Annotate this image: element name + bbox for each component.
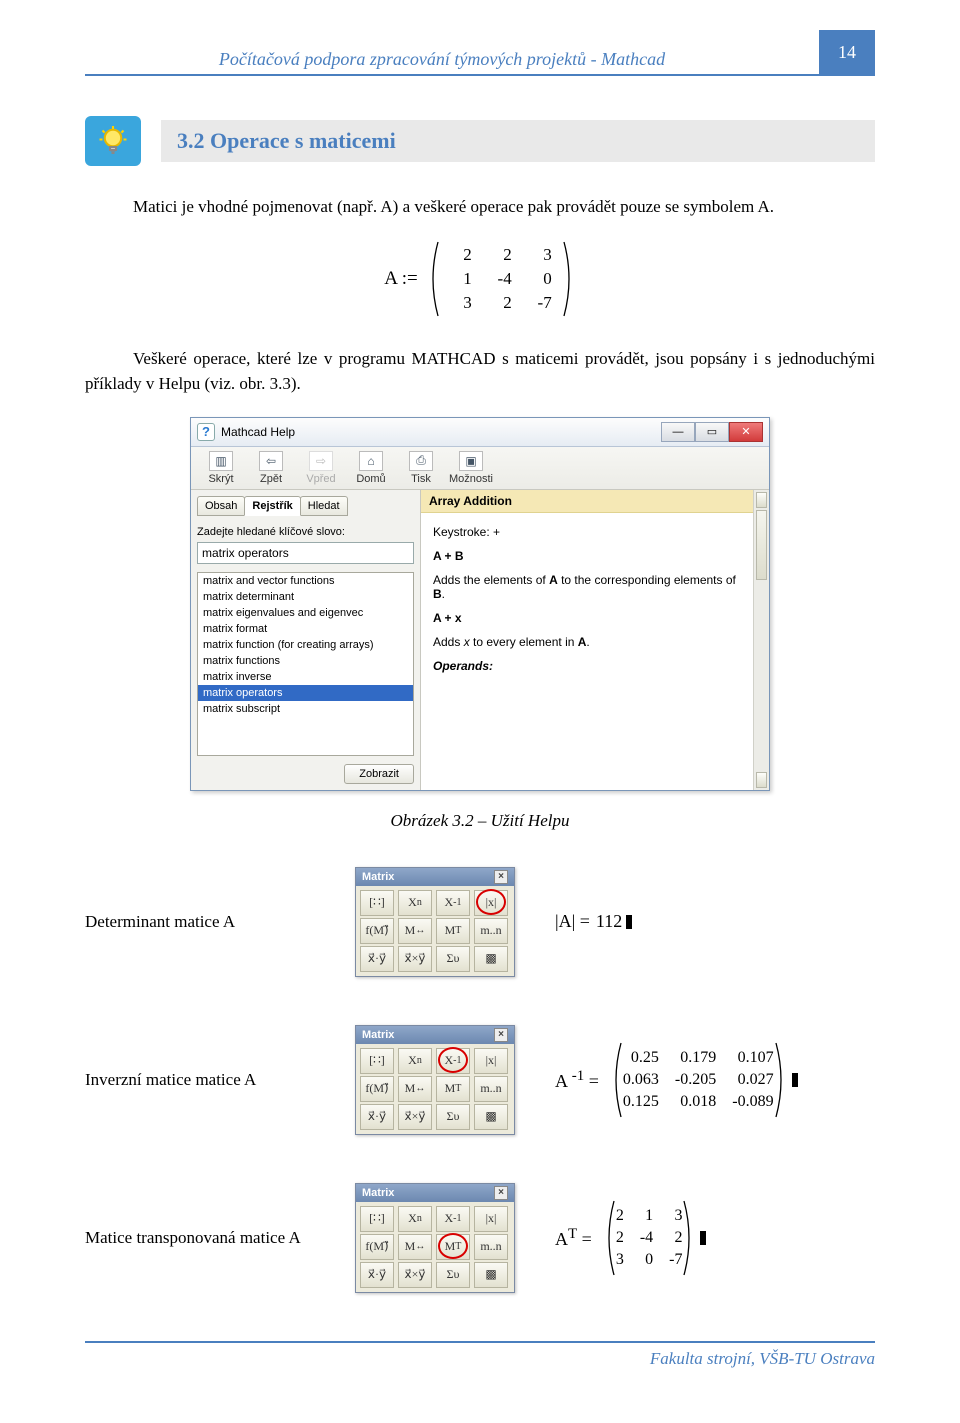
index-item[interactable]: matrix determinant <box>198 589 413 605</box>
search-label: Zadejte hledané klíčové slovo: <box>197 526 414 538</box>
close-button[interactable]: ✕ <box>729 422 763 442</box>
palette-btn-2[interactable]: X-1 <box>436 1206 470 1232</box>
palette-btn-7[interactable]: m..n <box>474 918 508 944</box>
index-item[interactable]: matrix and vector functions <box>198 573 413 589</box>
help-toolbar: ▥Skrýt⇦Zpět⇨Vpřed⌂Domů⎙Tisk▣Možnosti <box>191 447 769 490</box>
palette-btn-6[interactable]: MT <box>436 918 470 944</box>
paragraph-1: Matici je vhodné pojmenovat (např. A) a … <box>85 194 875 220</box>
minimize-button[interactable]: — <box>661 422 695 442</box>
example-label: Determinant matice A <box>85 912 315 932</box>
matrix-definition: A := 2231-4032-7 <box>85 240 875 318</box>
palette-btn-4[interactable]: f(M)⃗ <box>360 918 394 944</box>
palette-btn-11[interactable]: ▩ <box>474 1262 508 1288</box>
lightbulb-icon <box>85 116 141 166</box>
index-list[interactable]: matrix and vector functionsmatrix determ… <box>197 572 414 756</box>
palette-btn-9[interactable]: x⃗×y⃗ <box>398 1262 432 1288</box>
palette-btn-10[interactable]: Συ <box>436 946 470 972</box>
palette-btn-1[interactable]: Xn <box>398 1048 432 1074</box>
toolbar-skrýt[interactable]: ▥Skrýt <box>197 451 245 485</box>
palette-close-icon[interactable]: × <box>494 870 508 884</box>
highlight-circle <box>476 889 506 915</box>
palette-close-icon[interactable]: × <box>494 1186 508 1200</box>
matrix-lhs: A := <box>384 268 417 290</box>
palette-btn-4[interactable]: f(M)⃗ <box>360 1234 394 1260</box>
example-row-1: Inverzní matice matice AMatrix×[∷]XnX-1|… <box>85 1025 875 1135</box>
palette-btn-11[interactable]: ▩ <box>474 1104 508 1130</box>
palette-btn-5[interactable]: M↔ <box>398 1234 432 1260</box>
palette-btn-3[interactable]: |x| <box>474 1048 508 1074</box>
example-label: Inverzní matice matice A <box>85 1070 315 1090</box>
example-label: Matice transponovaná matice A <box>85 1228 315 1248</box>
toolbar-tisk[interactable]: ⎙Tisk <box>397 451 445 485</box>
help-window: ? Mathcad Help — ▭ ✕ ▥Skrýt⇦Zpět⇨Vpřed⌂D… <box>190 417 770 791</box>
palette-btn-0[interactable]: [∷] <box>360 1206 394 1232</box>
help-app-icon: ? <box>197 423 215 441</box>
maximize-button[interactable]: ▭ <box>695 422 729 442</box>
index-item[interactable]: matrix format <box>198 621 413 637</box>
help-tab-rejstřík[interactable]: Rejstřík <box>244 496 300 516</box>
show-button[interactable]: Zobrazit <box>344 764 414 784</box>
palette-btn-2[interactable]: X-1 <box>436 1048 470 1074</box>
search-input[interactable] <box>197 542 414 564</box>
palette-btn-5[interactable]: M↔ <box>398 918 432 944</box>
palette-btn-6[interactable]: MT <box>436 1234 470 1260</box>
palette-btn-10[interactable]: Συ <box>436 1262 470 1288</box>
palette-btn-7[interactable]: m..n <box>474 1076 508 1102</box>
toolbar-domů[interactable]: ⌂Domů <box>347 451 395 485</box>
palette-btn-10[interactable]: Συ <box>436 1104 470 1130</box>
help-content: Array Addition Keystroke: +A + BAdds the… <box>421 490 753 790</box>
example-row-2: Matice transponovaná matice AMatrix×[∷]X… <box>85 1183 875 1293</box>
palette-btn-1[interactable]: Xn <box>398 890 432 916</box>
palette-btn-6[interactable]: MT <box>436 1076 470 1102</box>
index-item[interactable]: matrix operators <box>198 685 413 701</box>
help-title: Mathcad Help <box>221 425 295 439</box>
palette-btn-0[interactable]: [∷] <box>360 890 394 916</box>
help-tab-obsah[interactable]: Obsah <box>197 496 245 516</box>
palette-btn-8[interactable]: x⃗·y⃗ <box>360 1262 394 1288</box>
page-number: 14 <box>819 30 875 74</box>
highlight-circle <box>438 1233 468 1259</box>
palette-btn-2[interactable]: X-1 <box>436 890 470 916</box>
palette-btn-8[interactable]: x⃗·y⃗ <box>360 946 394 972</box>
section-title: 3.2 Operace s maticemi <box>161 120 875 162</box>
palette-btn-8[interactable]: x⃗·y⃗ <box>360 1104 394 1130</box>
palette-close-icon[interactable]: × <box>494 1028 508 1042</box>
help-tab-hledat[interactable]: Hledat <box>300 496 348 516</box>
example-result: AT =2132-4230-7 <box>555 1199 875 1277</box>
palette-btn-3[interactable]: |x| <box>474 1206 508 1232</box>
toolbar-vpřed: ⇨Vpřed <box>297 451 345 485</box>
toolbar-možnosti[interactable]: ▣Možnosti <box>447 451 495 485</box>
palette-btn-9[interactable]: x⃗×y⃗ <box>398 946 432 972</box>
figure-caption: Obrázek 3.2 – Užití Helpu <box>85 811 875 831</box>
help-titlebar[interactable]: ? Mathcad Help — ▭ ✕ <box>191 418 769 447</box>
palette-btn-1[interactable]: Xn <box>398 1206 432 1232</box>
help-heading: Array Addition <box>421 490 753 513</box>
matrix-palette[interactable]: Matrix×[∷]XnX-1|x|f(M)⃗M↔MTm..nx⃗·y⃗x⃗×y… <box>355 867 515 977</box>
palette-btn-5[interactable]: M↔ <box>398 1076 432 1102</box>
example-result: |A| = 112 <box>555 911 875 932</box>
index-item[interactable]: matrix function (for creating arrays) <box>198 637 413 653</box>
palette-btn-3[interactable]: |x| <box>474 890 508 916</box>
index-item[interactable]: matrix inverse <box>198 669 413 685</box>
palette-btn-7[interactable]: m..n <box>474 1234 508 1260</box>
matrix-palette[interactable]: Matrix×[∷]XnX-1|x|f(M)⃗M↔MTm..nx⃗·y⃗x⃗×y… <box>355 1183 515 1293</box>
index-item[interactable]: matrix functions <box>198 653 413 669</box>
paragraph-2: Veškeré operace, které lze v programu MA… <box>85 346 875 397</box>
toolbar-zpět[interactable]: ⇦Zpět <box>247 451 295 485</box>
page-header: Počítačová podpora zpracování týmových p… <box>85 30 875 76</box>
example-row-0: Determinant matice AMatrix×[∷]XnX-1|x|f(… <box>85 867 875 977</box>
scrollbar[interactable] <box>753 490 769 790</box>
palette-btn-11[interactable]: ▩ <box>474 946 508 972</box>
palette-btn-0[interactable]: [∷] <box>360 1048 394 1074</box>
matrix-palette[interactable]: Matrix×[∷]XnX-1|x|f(M)⃗M↔MTm..nx⃗·y⃗x⃗×y… <box>355 1025 515 1135</box>
index-item[interactable]: matrix eigenvalues and eigenvec <box>198 605 413 621</box>
help-nav-pane: ObsahRejstříkHledat Zadejte hledané klíč… <box>191 490 421 790</box>
palette-btn-4[interactable]: f(M)⃗ <box>360 1076 394 1102</box>
header-title: Počítačová podpora zpracování týmových p… <box>85 49 819 70</box>
index-item[interactable]: matrix subscript <box>198 701 413 717</box>
example-result: A -1 =0.250.1790.1070.063-0.2050.0270.12… <box>555 1041 875 1119</box>
page-footer: Fakulta strojní, VŠB-TU Ostrava <box>85 1341 875 1369</box>
palette-btn-9[interactable]: x⃗×y⃗ <box>398 1104 432 1130</box>
